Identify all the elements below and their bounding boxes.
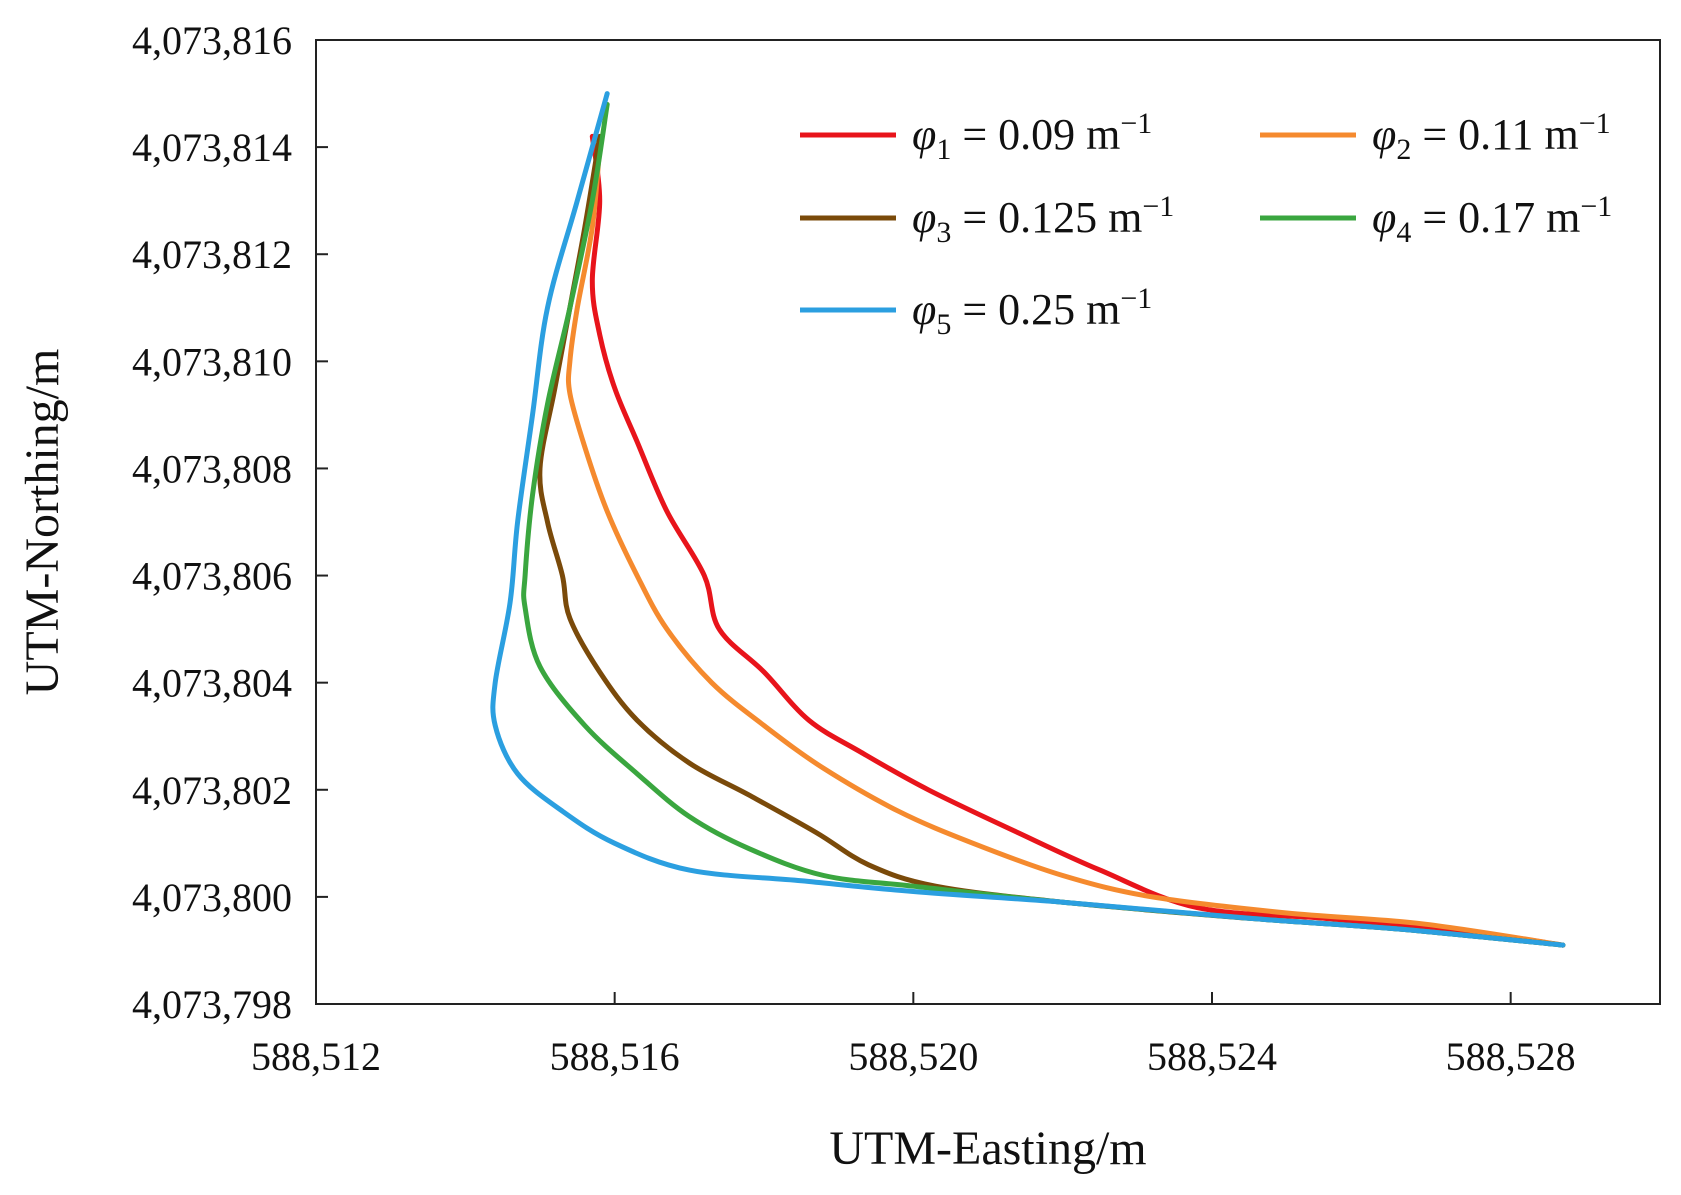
y-tick-label: 4,073,816 [132, 18, 292, 63]
y-tick-label: 4,073,812 [132, 232, 292, 277]
legend-label: φ3 = 0.125 m−1 [912, 190, 1174, 249]
series-layer [490, 91, 1566, 948]
y-tick-label: 4,073,808 [132, 446, 292, 491]
legend-label: φ2 = 0.11 m−1 [1372, 107, 1611, 166]
x-tick-label: 588,520 [848, 1034, 978, 1079]
y-axis-tick-labels: 4,073,798 4,073,800 4,073,802 4,073,804 4,07… [132, 18, 328, 1027]
y-tick-label: 4,073,804 [132, 661, 292, 706]
series-line-5 [490, 91, 1566, 948]
y-tick-label: 4,073,802 [132, 768, 292, 813]
legend-item-2: φ2 = 0.11 m−1 [1260, 107, 1611, 166]
x-tick-label: 588,528 [1446, 1034, 1576, 1079]
x-tick-label: 588,512 [251, 1034, 381, 1079]
y-tick-label: 4,073,814 [132, 125, 292, 170]
plot-area-frame [315, 39, 1661, 1005]
x-axis-title: UTM-Easting/m [829, 1122, 1146, 1175]
y-axis-title: UTM-Northing/m [16, 349, 69, 696]
y-tick-label: 4,073,798 [132, 982, 292, 1027]
legend-label: φ4 = 0.17 m−1 [1372, 190, 1612, 249]
y-tick-label: 4,073,800 [132, 875, 292, 920]
y-tick-label: 4,073,810 [132, 339, 292, 384]
legend-item-5: φ5 = 0.25 m−1 [800, 282, 1152, 341]
legend: φ1 = 0.09 m−1 φ2 = 0.11 m−1 φ3 = 0.125 m−1… [800, 107, 1612, 341]
legend-label: φ1 = 0.09 m−1 [912, 107, 1152, 166]
legend-item-1: φ1 = 0.09 m−1 [800, 107, 1152, 166]
legend-item-4: φ4 = 0.17 m−1 [1260, 190, 1612, 249]
x-axis-tick-labels: 588,512 588,516 588,520 588,524 588,528 [251, 992, 1576, 1079]
series-line-2 [565, 144, 1566, 948]
legend-item-3: φ3 = 0.125 m−1 [800, 190, 1174, 249]
legend-label: φ5 = 0.25 m−1 [912, 282, 1152, 341]
series-line-1 [589, 133, 1566, 948]
x-tick-label: 588,516 [550, 1034, 680, 1079]
y-tick-label: 4,073,806 [132, 554, 292, 599]
x-tick-label: 588,524 [1147, 1034, 1277, 1079]
